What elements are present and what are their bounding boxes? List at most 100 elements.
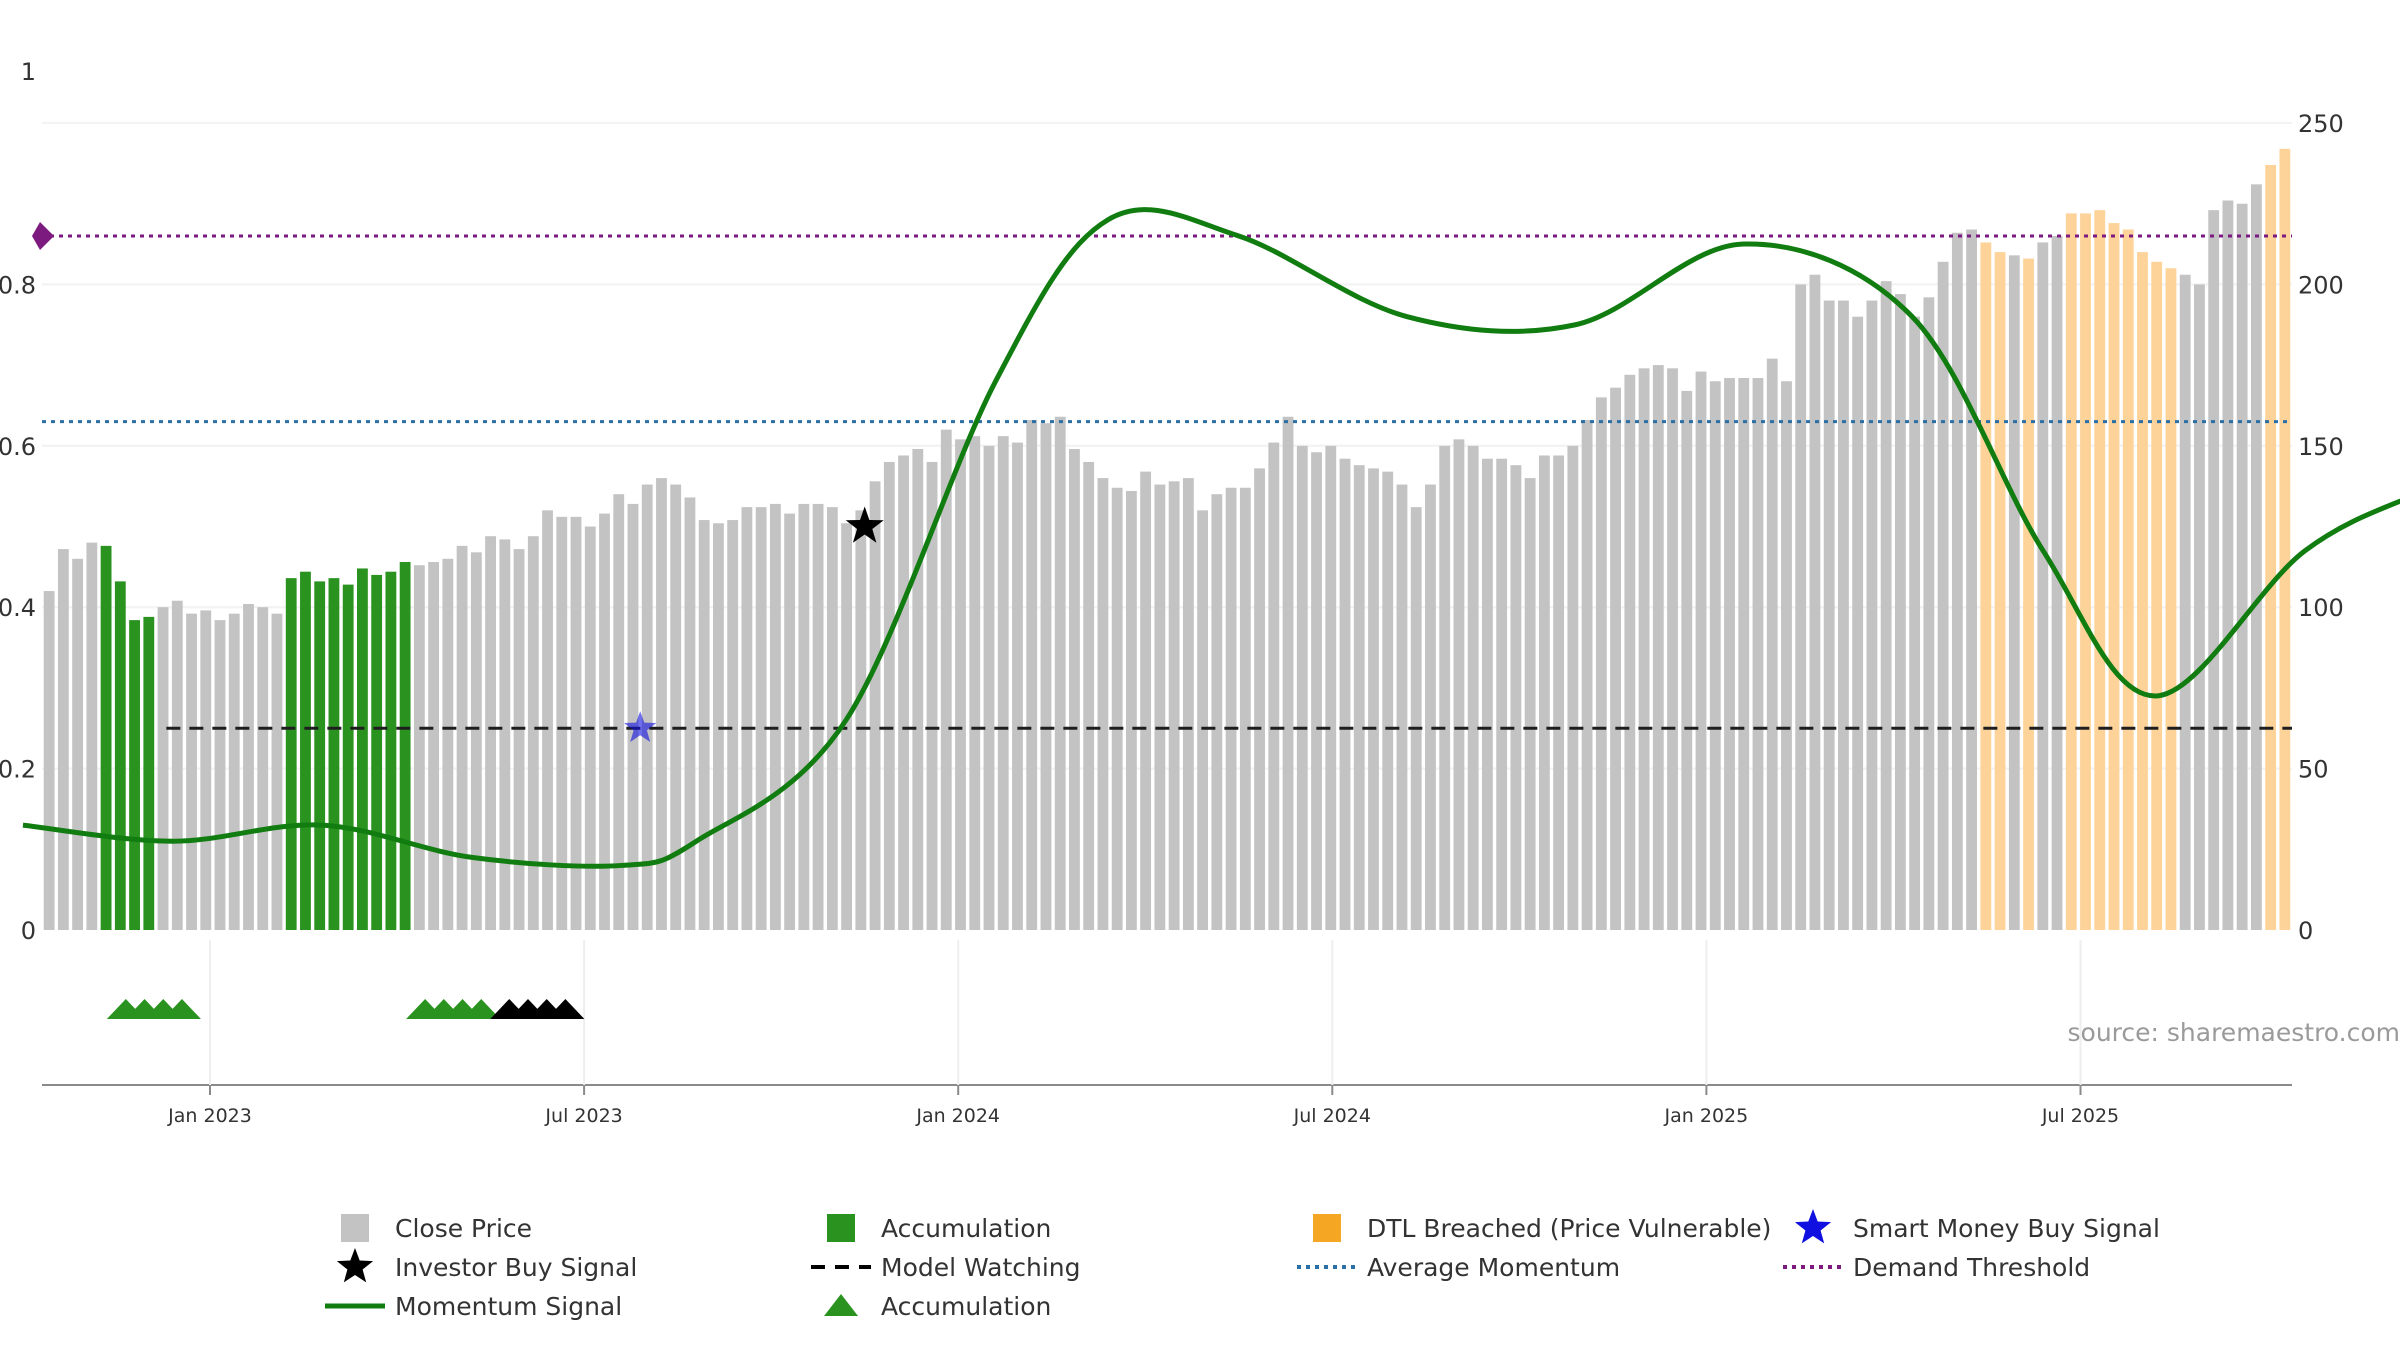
price-bar bbox=[613, 494, 625, 930]
left-tick-label: 0.6 bbox=[0, 433, 36, 461]
price-bar bbox=[1482, 458, 1493, 930]
x-tick-label: Jul 2025 bbox=[2041, 1105, 2119, 1127]
price-bar bbox=[1553, 455, 1565, 930]
right-tick-label: 200 bbox=[2298, 271, 2344, 299]
left-tick-label: 0.8 bbox=[0, 271, 36, 299]
price-bar bbox=[955, 439, 966, 930]
left-axis: 0 0.2 0.4 0.6 0.8 1 bbox=[0, 58, 36, 945]
left-tick-label: 0 bbox=[21, 917, 36, 945]
legend-label: Investor Buy Signal bbox=[395, 1253, 637, 1282]
price-bar bbox=[826, 507, 838, 930]
price-bar bbox=[72, 558, 84, 930]
price-bar bbox=[1795, 284, 1807, 930]
price-bar bbox=[2108, 223, 2120, 930]
price-bar bbox=[499, 539, 511, 930]
price-bar bbox=[527, 536, 539, 930]
price-bar bbox=[2265, 164, 2277, 931]
price-bar bbox=[755, 507, 767, 930]
price-bar bbox=[228, 613, 240, 930]
price-bar bbox=[656, 478, 667, 930]
price-bar bbox=[1154, 484, 1166, 930]
demand-threshold-diamond bbox=[32, 221, 54, 250]
price-bar bbox=[1425, 484, 1436, 930]
price-bar bbox=[1524, 478, 1536, 930]
price-bar bbox=[1268, 442, 1280, 930]
price-bar bbox=[1069, 449, 1080, 930]
x-tick-label: Jul 2023 bbox=[544, 1105, 622, 1127]
legend-label: Demand Threshold bbox=[1853, 1253, 2090, 1282]
right-tick-label: 100 bbox=[2298, 594, 2344, 622]
reference-lines bbox=[32, 221, 2292, 730]
price-bar bbox=[1396, 484, 1408, 930]
price-bar bbox=[841, 523, 852, 930]
price-bar bbox=[1040, 423, 1052, 930]
price-bar bbox=[2279, 148, 2291, 931]
price-bar bbox=[2080, 213, 2091, 930]
price-bar bbox=[2023, 258, 2034, 930]
price-bar bbox=[1709, 381, 1721, 930]
price-bar bbox=[1610, 387, 1621, 930]
price-bar bbox=[1311, 452, 1322, 930]
price-bar bbox=[1211, 494, 1223, 930]
price-bar bbox=[798, 503, 810, 930]
price-bar bbox=[1667, 368, 1678, 930]
price-bar bbox=[1111, 487, 1123, 930]
price-bar bbox=[898, 455, 909, 930]
price-bar bbox=[2065, 213, 2077, 930]
price-bar bbox=[969, 436, 981, 930]
legend-swatch bbox=[827, 1214, 855, 1242]
legend-label: Average Momentum bbox=[1367, 1253, 1620, 1282]
price-bar bbox=[1168, 481, 1180, 930]
price-bar bbox=[1638, 368, 1650, 930]
price-bar bbox=[912, 449, 924, 930]
legend-swatch bbox=[1313, 1214, 1341, 1242]
price-bar bbox=[784, 513, 796, 930]
price-bar bbox=[1724, 378, 1735, 931]
price-bar bbox=[186, 613, 197, 930]
price-bar bbox=[2094, 210, 2106, 930]
price-bar bbox=[2208, 210, 2220, 930]
smart-money-star bbox=[624, 711, 657, 742]
price-bar bbox=[285, 578, 297, 930]
price-bar bbox=[86, 542, 98, 930]
price-bar bbox=[997, 436, 1009, 930]
momentum-line bbox=[22, 207, 2400, 869]
legend-star-icon bbox=[336, 1248, 374, 1283]
price-bar bbox=[1866, 300, 1878, 930]
price-bar bbox=[171, 600, 183, 930]
right-tick-label: 250 bbox=[2298, 110, 2344, 138]
price-bar bbox=[1439, 445, 1451, 930]
legend-star-icon bbox=[1794, 1209, 1832, 1244]
price-bar bbox=[2165, 268, 2177, 930]
price-bar bbox=[456, 545, 468, 930]
left-tick-label: 0.2 bbox=[0, 756, 36, 784]
price-bar bbox=[2051, 235, 2063, 931]
price-bar bbox=[869, 481, 881, 930]
triangle-marker bbox=[546, 999, 585, 1019]
price-bar bbox=[1581, 419, 1593, 930]
price-bar bbox=[243, 603, 254, 930]
price-bar bbox=[1752, 378, 1764, 931]
price-bar bbox=[2037, 242, 2049, 930]
source-credit: source: sharemaestro.com bbox=[2068, 1018, 2400, 1047]
price-bar bbox=[1624, 374, 1636, 930]
price-bar bbox=[399, 562, 411, 930]
legend-label: Accumulation bbox=[881, 1292, 1051, 1321]
x-axis: Jan 2023 Jul 2023 Jan 2024 Jul 2024 Jan 2025… bbox=[42, 940, 2292, 1127]
legend-label: Smart Money Buy Signal bbox=[1853, 1214, 2160, 1243]
price-bar bbox=[1652, 365, 1664, 931]
price-bar bbox=[371, 574, 383, 930]
price-bar bbox=[2151, 261, 2163, 931]
price-bar bbox=[485, 536, 496, 930]
price-bar bbox=[157, 607, 169, 930]
price-bar bbox=[143, 616, 155, 930]
price-bar bbox=[2194, 284, 2205, 930]
price-bar bbox=[1695, 371, 1707, 930]
price-bar bbox=[1909, 316, 1921, 930]
x-tick-label: Jan 2023 bbox=[167, 1105, 252, 1127]
price-bar bbox=[513, 549, 525, 930]
price-bar bbox=[1282, 416, 1294, 930]
price-bar bbox=[769, 503, 781, 930]
price-bar bbox=[1880, 281, 1892, 930]
price-bar bbox=[257, 607, 269, 930]
